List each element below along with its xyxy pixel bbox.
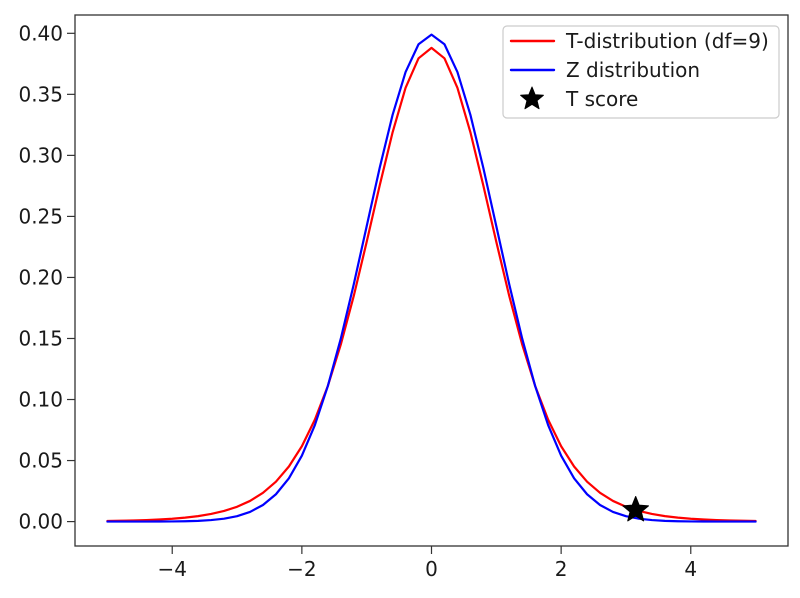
legend-sample-star-icon — [520, 86, 544, 110]
y-tick-label: 0.10 — [18, 388, 63, 412]
x-tick-label: 4 — [684, 557, 697, 581]
legend-box — [502, 25, 780, 119]
x-tick-label: 2 — [555, 557, 568, 581]
axes-frame — [74, 14, 789, 547]
y-tick-label: 0.40 — [18, 21, 63, 45]
y-tick-label: 0.35 — [18, 82, 63, 106]
legend-label: T score — [565, 87, 638, 111]
x-tick-label: −4 — [157, 557, 186, 581]
y-tick-label: 0.15 — [18, 326, 63, 350]
y-tick-label: 0.30 — [18, 143, 63, 167]
x-tick-label: −2 — [287, 557, 316, 581]
z-distribution-curve — [106, 33, 757, 523]
legend-label: T-distribution (df=9) — [565, 29, 769, 53]
t-score-marker — [622, 495, 650, 522]
y-tick-label: 0.05 — [18, 449, 63, 473]
y-tick-label: 0.20 — [18, 265, 63, 289]
legend-label: Z distribution — [566, 58, 700, 82]
y-tick-label: 0.00 — [18, 510, 63, 534]
x-tick-label: 0 — [425, 557, 438, 581]
t-distribution-df-9-curve — [106, 46, 757, 523]
y-tick-label: 0.25 — [18, 204, 63, 228]
